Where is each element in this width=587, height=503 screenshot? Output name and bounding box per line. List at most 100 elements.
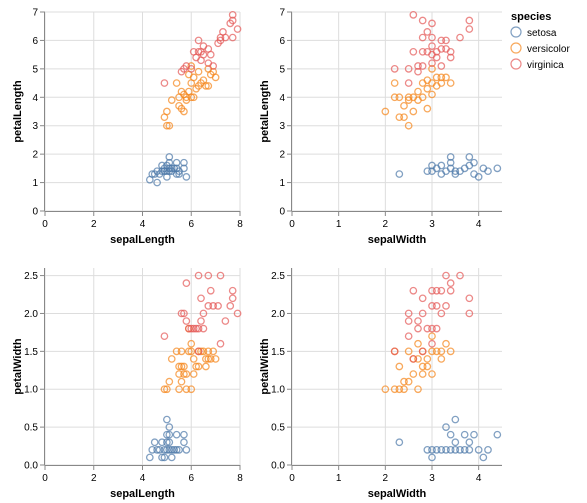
data-point-versicolor — [172, 347, 181, 356]
data-point-virginica — [182, 279, 191, 288]
data-point-virginica — [409, 286, 418, 295]
data-point-versicolor — [194, 67, 203, 76]
data-point-virginica — [404, 309, 413, 318]
data-point-versicolor — [423, 362, 432, 371]
data-point-virginica — [221, 317, 230, 325]
data-point-setosa — [165, 438, 174, 447]
data-point-virginica — [446, 53, 455, 62]
y-tick-label: 0.0 — [271, 461, 285, 472]
data-point-virginica — [206, 286, 215, 295]
data-point-virginica — [437, 45, 446, 53]
series-virginica — [160, 271, 242, 356]
data-point-setosa — [493, 430, 502, 439]
legend-item-setosa[interactable]: setosa — [510, 26, 557, 39]
data-point-virginica — [418, 47, 427, 56]
data-point-setosa — [163, 445, 171, 454]
data-point-versicolor — [177, 362, 186, 371]
x-tick-label: 2 — [383, 219, 389, 230]
legend-item-versicolor[interactable]: versicolor — [510, 42, 570, 55]
data-point-virginica — [428, 286, 436, 295]
data-point-virginica — [432, 53, 441, 62]
data-point-setosa — [465, 438, 474, 447]
data-point-versicolor — [160, 385, 169, 394]
data-point-virginica — [418, 16, 427, 25]
series-virginica — [390, 271, 474, 363]
y-tick-label: 6 — [279, 36, 285, 47]
data-point-virginica — [442, 36, 450, 45]
chart-panel-3: 0 2 4 6 8 0.0 0.5 1.0 1.5 2.0 2.5 sepalLength petalW… — [12, 268, 243, 500]
data-point-versicolor — [177, 347, 186, 356]
legend-label-versicolor: versicolor — [527, 44, 570, 55]
data-point-setosa — [451, 438, 460, 447]
data-point-virginica — [228, 16, 237, 25]
data-point-setosa — [175, 445, 183, 454]
data-point-virginica — [404, 317, 413, 325]
data-point-setosa — [165, 423, 174, 431]
data-point-versicolor — [404, 121, 413, 130]
data-point-setosa — [158, 438, 166, 447]
data-point-setosa — [148, 445, 157, 454]
data-point-virginica — [414, 62, 422, 70]
data-point-virginica — [409, 10, 418, 19]
data-point-versicolor — [167, 355, 176, 363]
data-point-versicolor — [395, 385, 404, 394]
data-point-virginica — [409, 47, 418, 56]
data-point-virginica — [194, 324, 203, 333]
x-tick-label: 4 — [140, 219, 146, 230]
data-point-setosa — [474, 173, 483, 181]
y-tick-label: 6 — [32, 36, 38, 47]
x-tick-label: 8 — [237, 473, 243, 484]
data-point-virginica — [428, 339, 436, 348]
data-point-versicolor — [165, 121, 174, 130]
series-versicolor — [160, 62, 220, 130]
data-point-setosa — [172, 430, 181, 439]
data-point-virginica — [228, 294, 237, 303]
data-point-virginica — [194, 271, 203, 280]
x-tick-label: 2 — [91, 219, 97, 230]
x-axis-title: sepalLength — [110, 234, 175, 246]
data-point-versicolor — [175, 385, 183, 394]
data-point-setosa — [180, 158, 188, 167]
data-point-setosa — [446, 445, 455, 454]
legend-item-virginica[interactable]: virginica — [510, 58, 564, 71]
y-tick-label: 1 — [32, 178, 38, 189]
data-point-versicolor — [189, 93, 198, 102]
data-point-versicolor — [199, 347, 208, 356]
series-virginica — [390, 10, 474, 87]
x-axis-title: sepalWidth — [368, 488, 427, 500]
data-point-versicolor — [175, 370, 183, 378]
data-point-virginica — [418, 62, 427, 70]
series-setosa — [145, 153, 191, 187]
data-point-setosa — [484, 445, 492, 454]
data-point-setosa — [170, 445, 179, 454]
data-point-setosa — [158, 453, 166, 462]
data-point-setosa — [442, 423, 450, 431]
data-point-virginica — [437, 62, 446, 70]
data-point-versicolor — [395, 113, 404, 122]
data-point-setosa — [428, 445, 436, 454]
data-point-virginica — [216, 271, 225, 280]
data-point-versicolor — [437, 355, 446, 363]
data-point-setosa — [153, 178, 161, 187]
data-point-setosa — [451, 415, 460, 424]
data-point-virginica — [409, 355, 418, 363]
y-tick-label: 0 — [279, 207, 285, 218]
data-point-virginica — [197, 294, 205, 303]
data-point-setosa — [446, 158, 455, 167]
y-axis-title: petalWidth — [12, 338, 24, 394]
data-point-versicolor — [409, 370, 418, 378]
data-point-versicolor — [182, 370, 191, 378]
y-tick-label: 0.5 — [24, 423, 38, 434]
data-point-virginica — [465, 16, 474, 25]
x-tick-label: 1 — [336, 219, 342, 230]
data-point-virginica — [221, 33, 230, 42]
data-point-setosa — [163, 430, 171, 439]
y-tick-label: 2 — [32, 150, 38, 161]
data-point-versicolor — [437, 79, 446, 87]
y-tick-label: 4 — [32, 93, 38, 104]
y-tick-label: 1.0 — [24, 385, 38, 396]
data-point-versicolor — [202, 362, 210, 371]
data-point-versicolor — [172, 79, 181, 87]
data-point-virginica — [432, 302, 441, 310]
